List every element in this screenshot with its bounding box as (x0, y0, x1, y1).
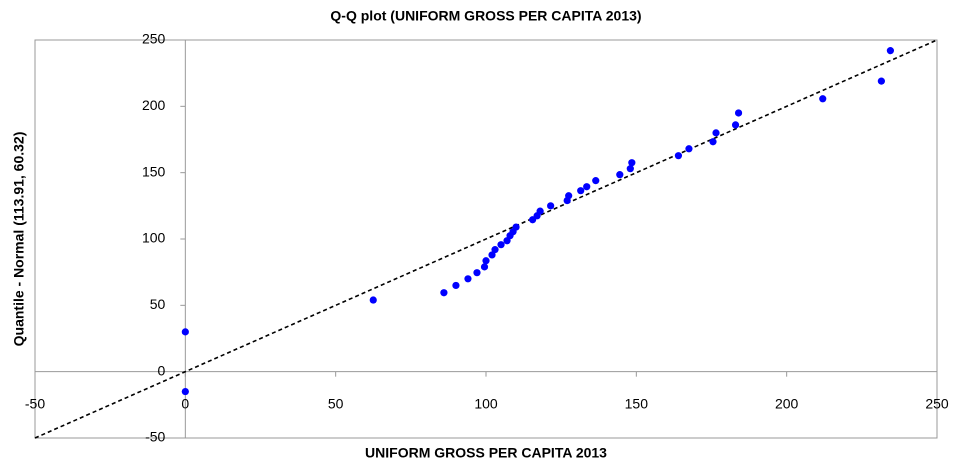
point (473, 269, 481, 277)
point (488, 251, 496, 259)
y-tick-label: 150 (142, 163, 166, 179)
point (583, 183, 591, 191)
point (712, 129, 720, 137)
point (512, 223, 520, 231)
x-tick-label: 250 (925, 395, 949, 411)
point (577, 187, 585, 195)
x-tick-label: -50 (25, 395, 45, 411)
plot-frame (34, 39, 938, 439)
point (491, 246, 499, 254)
y-tick-label: 0 (158, 362, 166, 378)
point (674, 152, 683, 160)
y-tick-label: 50 (150, 296, 166, 312)
point (616, 171, 624, 179)
point (709, 138, 717, 146)
point (886, 47, 894, 55)
y-tick-label: -50 (145, 429, 165, 445)
x-tick-label: 100 (474, 395, 498, 411)
y-tick-label: 250 (142, 31, 166, 47)
point (734, 109, 743, 117)
point (819, 95, 827, 103)
point (181, 387, 189, 396)
point (536, 207, 544, 215)
point (877, 77, 885, 85)
x-tick-label: 0 (181, 395, 189, 411)
y-tick-label: 200 (142, 97, 166, 113)
y-tick-label: 100 (142, 230, 166, 246)
point (452, 281, 460, 290)
point (565, 192, 573, 200)
point (369, 296, 377, 304)
point (592, 177, 600, 185)
point (626, 165, 634, 173)
y-axis-label: Quantile - Normal (113.91, 60.32) (11, 132, 27, 347)
point (440, 289, 448, 297)
point (482, 257, 490, 265)
point (547, 202, 555, 210)
x-axis-label: UNIFORM GROSS PER CAPITA 2013 (365, 445, 607, 461)
point (685, 145, 693, 153)
point (731, 121, 740, 129)
reference-line (34, 39, 938, 439)
chart-title: Q-Q plot (UNIFORM GROSS PER CAPITA 2013) (330, 8, 641, 24)
point (181, 328, 189, 336)
point (628, 159, 636, 167)
point (480, 263, 489, 271)
x-tick-label: 50 (328, 395, 344, 411)
point (464, 275, 472, 283)
x-tick-label: 200 (775, 395, 799, 411)
x-tick-label: 150 (625, 395, 649, 411)
point (497, 241, 505, 249)
